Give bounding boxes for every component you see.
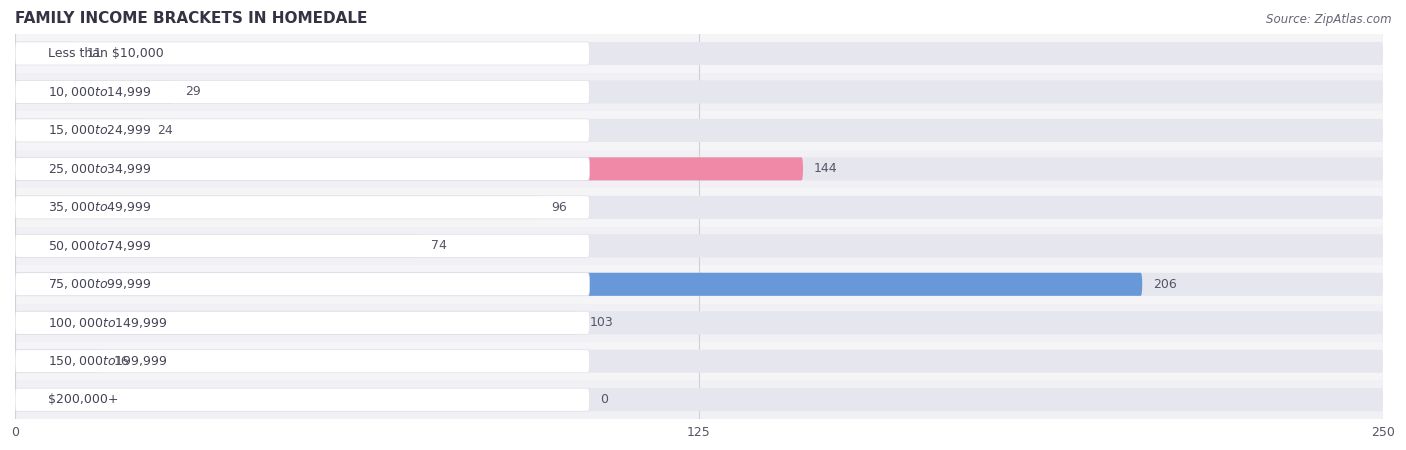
FancyBboxPatch shape [15, 158, 589, 180]
FancyBboxPatch shape [15, 119, 1384, 142]
FancyBboxPatch shape [15, 42, 76, 65]
Text: FAMILY INCOME BRACKETS IN HOMEDALE: FAMILY INCOME BRACKETS IN HOMEDALE [15, 11, 367, 26]
Text: 11: 11 [86, 47, 103, 60]
Bar [15, 73, 1384, 111]
Text: 16: 16 [114, 355, 129, 368]
Text: 74: 74 [430, 239, 447, 252]
FancyBboxPatch shape [15, 350, 589, 373]
FancyBboxPatch shape [15, 234, 420, 257]
Bar [15, 111, 1384, 150]
FancyBboxPatch shape [15, 350, 103, 373]
FancyBboxPatch shape [15, 119, 589, 142]
Bar [15, 380, 1384, 419]
Text: 103: 103 [589, 316, 613, 329]
FancyBboxPatch shape [15, 196, 1384, 219]
Text: $15,000 to $24,999: $15,000 to $24,999 [48, 123, 152, 137]
Text: 29: 29 [184, 86, 201, 99]
Text: 0: 0 [600, 393, 609, 406]
Bar [15, 304, 1384, 342]
Text: $10,000 to $14,999: $10,000 to $14,999 [48, 85, 152, 99]
Text: Less than $10,000: Less than $10,000 [48, 47, 163, 60]
Bar [15, 342, 1384, 380]
Bar [15, 188, 1384, 227]
Text: 24: 24 [157, 124, 173, 137]
Text: $150,000 to $199,999: $150,000 to $199,999 [48, 354, 167, 368]
FancyBboxPatch shape [15, 388, 1384, 411]
FancyBboxPatch shape [15, 196, 540, 219]
FancyBboxPatch shape [15, 234, 589, 257]
FancyBboxPatch shape [15, 311, 1384, 334]
FancyBboxPatch shape [15, 42, 589, 65]
Bar [15, 227, 1384, 265]
Text: $100,000 to $149,999: $100,000 to $149,999 [48, 316, 167, 330]
Text: 144: 144 [814, 162, 838, 176]
FancyBboxPatch shape [15, 273, 1384, 296]
Text: Source: ZipAtlas.com: Source: ZipAtlas.com [1267, 14, 1392, 27]
FancyBboxPatch shape [15, 119, 146, 142]
FancyBboxPatch shape [15, 81, 1384, 104]
FancyBboxPatch shape [15, 311, 589, 334]
Text: $35,000 to $49,999: $35,000 to $49,999 [48, 200, 152, 214]
FancyBboxPatch shape [15, 158, 1384, 180]
Bar [15, 34, 1384, 73]
FancyBboxPatch shape [15, 158, 803, 180]
Text: $75,000 to $99,999: $75,000 to $99,999 [48, 277, 152, 291]
FancyBboxPatch shape [15, 81, 589, 104]
FancyBboxPatch shape [15, 42, 1384, 65]
Text: 96: 96 [551, 201, 567, 214]
Bar [15, 265, 1384, 304]
FancyBboxPatch shape [15, 388, 589, 411]
FancyBboxPatch shape [15, 311, 579, 334]
FancyBboxPatch shape [15, 273, 589, 296]
FancyBboxPatch shape [15, 196, 589, 219]
Text: $200,000+: $200,000+ [48, 393, 118, 406]
FancyBboxPatch shape [15, 81, 174, 104]
Text: $50,000 to $74,999: $50,000 to $74,999 [48, 239, 152, 253]
Bar [15, 150, 1384, 188]
FancyBboxPatch shape [15, 234, 1384, 257]
Text: $25,000 to $34,999: $25,000 to $34,999 [48, 162, 152, 176]
Text: 206: 206 [1153, 278, 1177, 291]
FancyBboxPatch shape [15, 350, 1384, 373]
FancyBboxPatch shape [15, 273, 1142, 296]
